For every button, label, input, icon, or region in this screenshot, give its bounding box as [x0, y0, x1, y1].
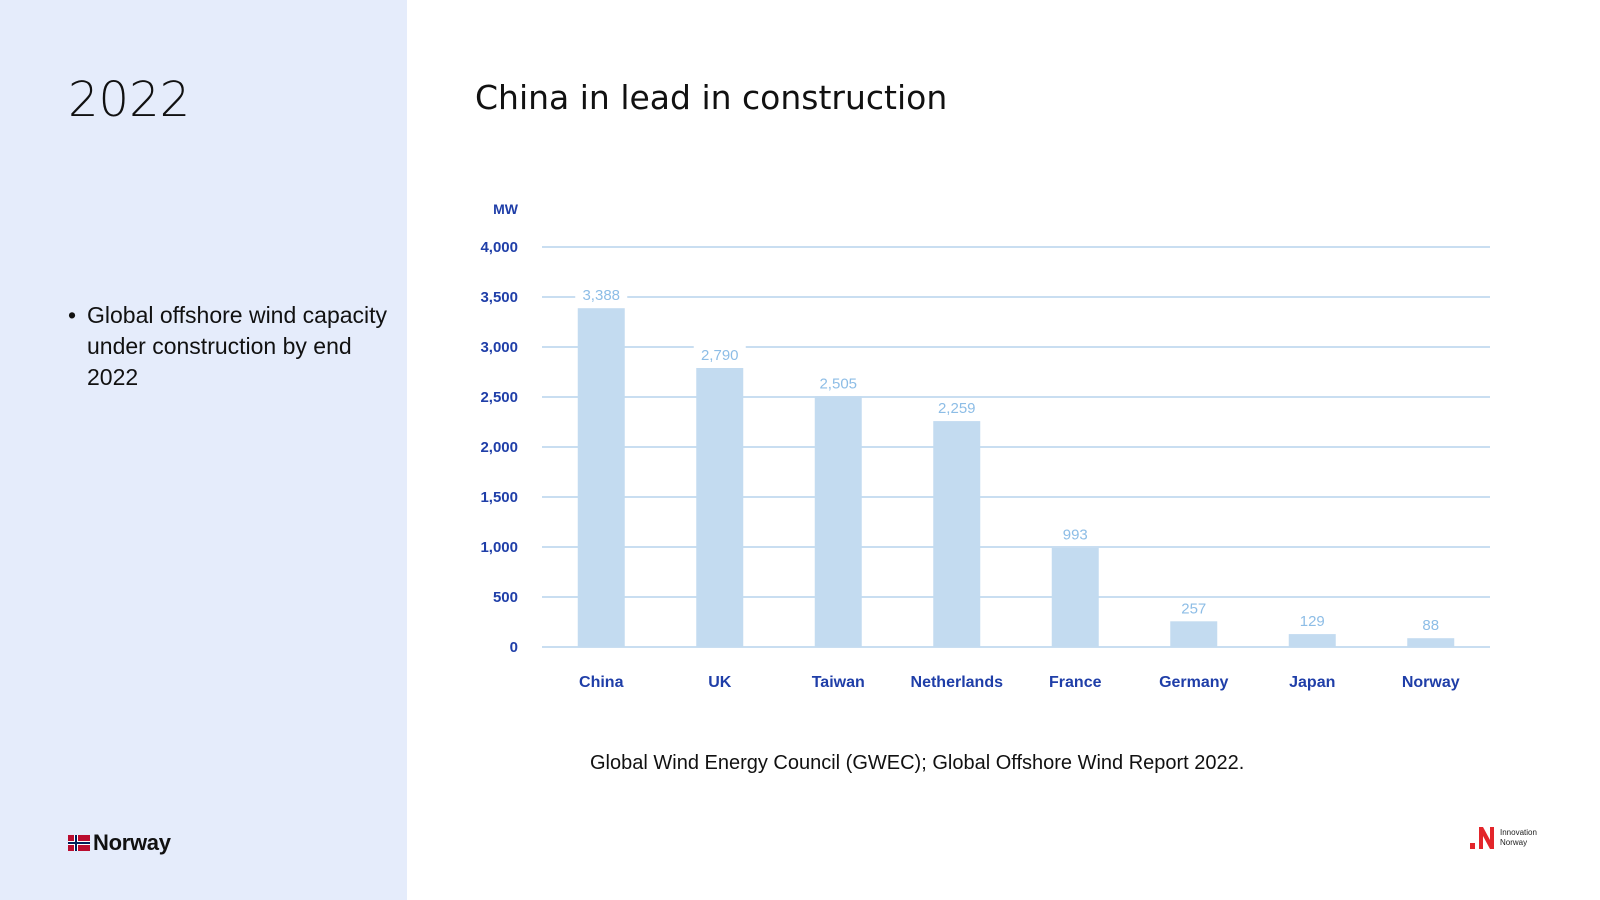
- y-tick-label: 2,000: [480, 439, 518, 456]
- y-tick-label: 3,000: [480, 339, 518, 356]
- bar: [1288, 634, 1336, 647]
- bar: [696, 368, 744, 647]
- value-label-background: [1286, 612, 1339, 632]
- source-note: Global Wind Energy Council (GWEC); Globa…: [590, 752, 1245, 774]
- x-tick-label: France: [1049, 674, 1102, 691]
- innovation-norway-logo-icon: [1470, 827, 1494, 849]
- sidebar: 2022 Global offshore wind capacity under…: [0, 0, 407, 900]
- page-title: China in lead in construction: [475, 78, 948, 117]
- value-label: 88: [1422, 617, 1439, 634]
- y-tick-label: 3,500: [480, 289, 518, 306]
- brand-name: Norway: [93, 830, 171, 855]
- x-tick-label: Japan: [1289, 674, 1335, 691]
- value-label-background: [575, 286, 628, 306]
- value-label-background: [693, 346, 746, 365]
- y-tick-label: 1,000: [480, 539, 518, 556]
- bullet-list: Global offshore wind capacity under cons…: [68, 300, 388, 393]
- y-tick-label: 0: [510, 639, 518, 656]
- y-tick-label: 1,500: [480, 489, 518, 506]
- bar: [577, 308, 625, 647]
- value-label: 993: [1063, 527, 1088, 544]
- innovation-norway-logo: Innovation Norway: [1470, 825, 1537, 851]
- x-tick-label: China: [579, 674, 624, 691]
- value-label: 129: [1300, 613, 1325, 630]
- y-axis-unit-label: MW: [493, 201, 519, 217]
- year-heading: 2022: [68, 72, 191, 128]
- x-tick-label: Norway: [1402, 674, 1460, 691]
- value-label: 2,259: [938, 400, 976, 417]
- value-label-background: [1167, 599, 1220, 619]
- logo-line-2: Norway: [1500, 838, 1528, 847]
- y-tick-label: 2,500: [480, 389, 518, 406]
- logo-line-1: Innovation: [1500, 828, 1537, 837]
- x-tick-label: UK: [708, 674, 732, 691]
- bar: [814, 396, 862, 647]
- y-tick-label: 500: [493, 589, 518, 606]
- bar: [933, 421, 981, 647]
- value-label-background: [930, 399, 983, 419]
- value-label: 2,505: [819, 376, 857, 393]
- value-label: 257: [1181, 600, 1206, 617]
- y-tick-label: 4,000: [480, 239, 518, 256]
- value-label-background: [1404, 616, 1457, 636]
- x-tick-label: Germany: [1159, 674, 1228, 691]
- value-label-background: [1049, 525, 1102, 545]
- norway-flag-icon: [68, 835, 90, 851]
- brand-norway: Norway: [68, 830, 171, 856]
- x-tick-label: Netherlands: [911, 674, 1004, 691]
- x-tick-label: Taiwan: [812, 674, 865, 691]
- value-label: 3,388: [582, 287, 620, 304]
- bullet-item: Global offshore wind capacity under cons…: [68, 300, 388, 393]
- bar: [1051, 547, 1099, 647]
- bar: [1407, 638, 1455, 647]
- value-label: 2,790: [701, 347, 739, 364]
- bar-chart: MW 0 500 1,000 1,500 2,000 2,500 3,000 3,500 4,00…: [480, 201, 1490, 691]
- value-label-background: [812, 374, 865, 394]
- bar: [1170, 621, 1218, 647]
